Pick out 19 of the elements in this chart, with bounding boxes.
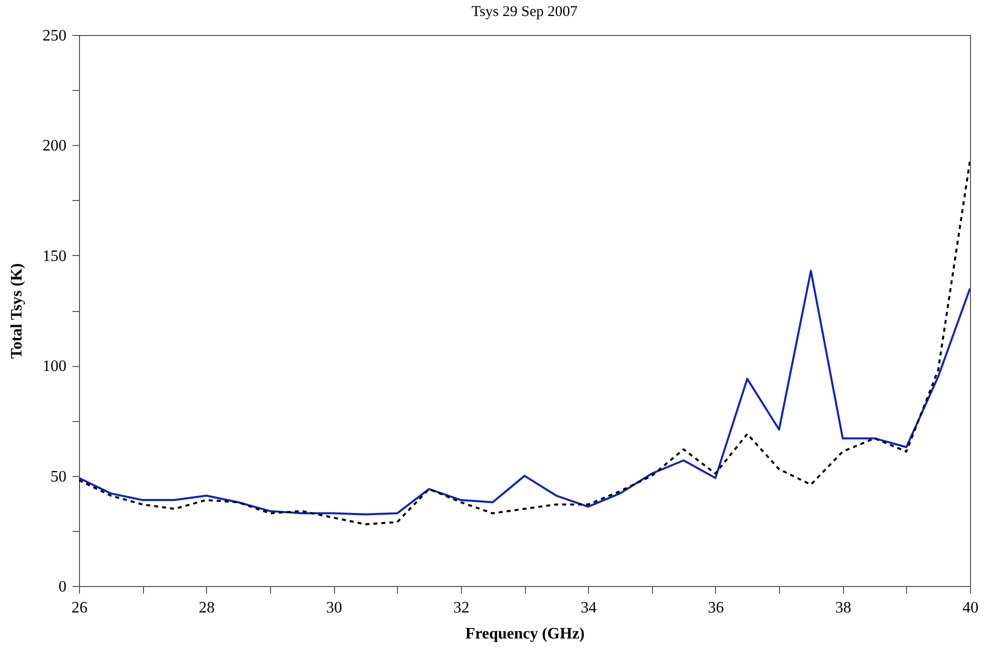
x-tick-label: 38: [835, 600, 852, 616]
y-tick-label: 250: [42, 28, 66, 44]
line-series: [79, 270, 970, 516]
y-tick-label: 150: [42, 248, 66, 265]
line-series: [79, 160, 970, 526]
y-axis-title: Total Tsys (K): [8, 263, 26, 359]
y-tick-label: 200: [42, 138, 66, 155]
x-tick-label: 34: [580, 600, 597, 616]
x-tick-label: 32: [453, 600, 470, 616]
y-tick-label: 50: [50, 468, 66, 486]
y-tick-label: 0: [58, 578, 66, 596]
x-tick-label: 36: [708, 600, 724, 616]
x-tick-label: 28: [198, 600, 215, 616]
y-tick-label: 100: [42, 358, 66, 376]
x-axis-title: Frequency (GHz): [465, 626, 585, 642]
x-tick-label: 40: [962, 600, 978, 616]
x-tick-label: 30: [326, 600, 342, 616]
x-tick-label: 26: [72, 600, 88, 616]
chart-title: Tsys 29 Sep 2007: [471, 4, 578, 20]
